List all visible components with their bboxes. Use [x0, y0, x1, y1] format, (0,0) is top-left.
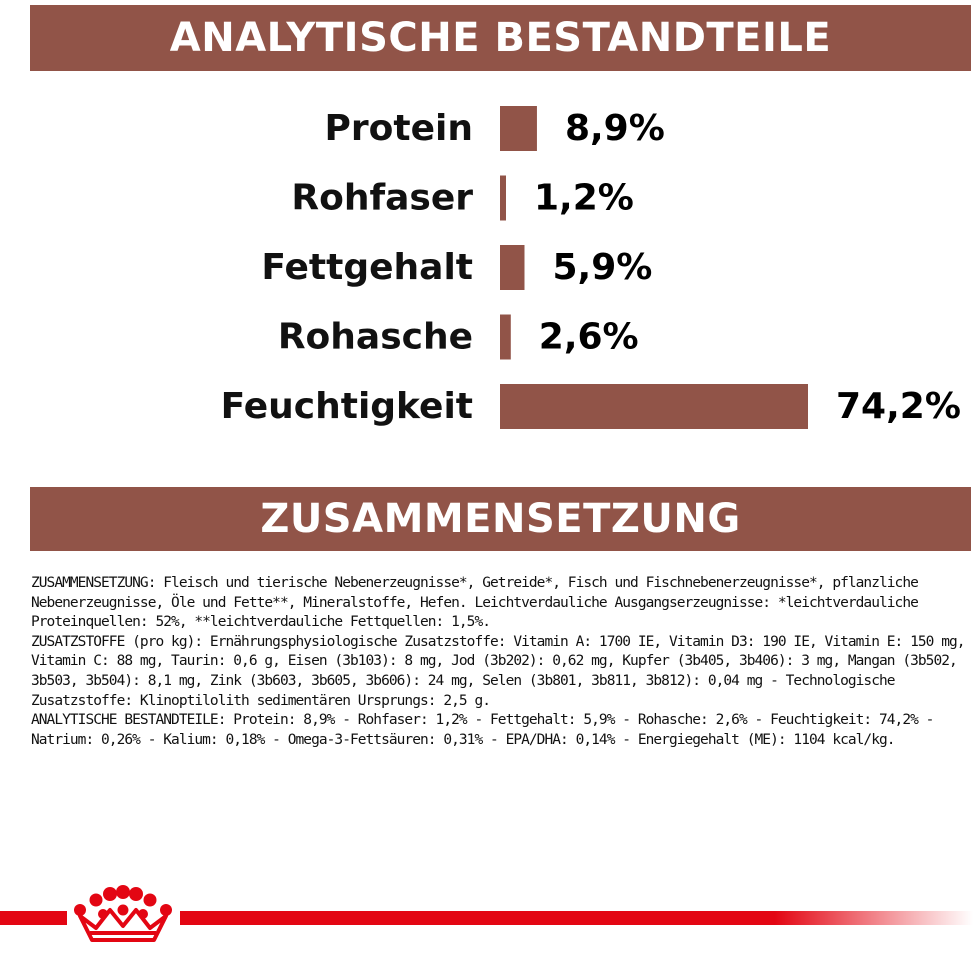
- bar-category-label: Fettgehalt: [261, 247, 473, 288]
- analysis-banner-title: ANALYTISCHE BESTANDTEILE: [169, 15, 832, 61]
- composition-paragraph-additives: ZUSATZSTOFFE (pro kg): Ernährungsphysiol…: [31, 633, 966, 709]
- footer-brand-strip: [0, 885, 973, 942]
- bar-value-label: 5,9%: [552, 247, 652, 288]
- bar: [500, 384, 808, 429]
- bar-category-label: Rohasche: [278, 317, 473, 358]
- crown-icon: [74, 885, 172, 942]
- footer-red-stripe-left: [0, 911, 67, 925]
- composition-paragraph-analysis: ANALYTISCHE BESTANDTEILE: Protein: 8,9% …: [31, 712, 934, 748]
- bar-value-label: 74,2%: [836, 386, 961, 427]
- bar: [500, 106, 537, 151]
- composition-paragraph-ingredients: ZUSAMMENSETZUNG: Fleisch und tierische N…: [31, 575, 919, 631]
- footer-red-stripe-right: [180, 911, 973, 925]
- bar-category-label: Rohfaser: [291, 178, 473, 219]
- bar: [500, 245, 525, 290]
- bar: [500, 314, 511, 360]
- composition-text: ZUSAMMENSETZUNG: Fleisch und tierische N…: [31, 574, 971, 750]
- composition-banner: ZUSAMMENSETZUNG: [30, 487, 971, 551]
- bar-value-label: 1,2%: [534, 178, 634, 219]
- analysis-banner: ANALYTISCHE BESTANDTEILE: [30, 5, 971, 71]
- bar-category-label: Feuchtigkeit: [221, 386, 473, 427]
- analysis-bar-chart: Protein 8,9% Rohfaser 1,2% Fettgehalt 5,9% Roh…: [221, 106, 961, 429]
- bar-category-label: Protein: [325, 108, 473, 149]
- composition-banner-title: ZUSAMMENSETZUNG: [260, 496, 741, 542]
- bar-value-label: 8,9%: [565, 108, 665, 149]
- bar-value-label: 2,6%: [539, 317, 639, 358]
- bar: [500, 175, 506, 221]
